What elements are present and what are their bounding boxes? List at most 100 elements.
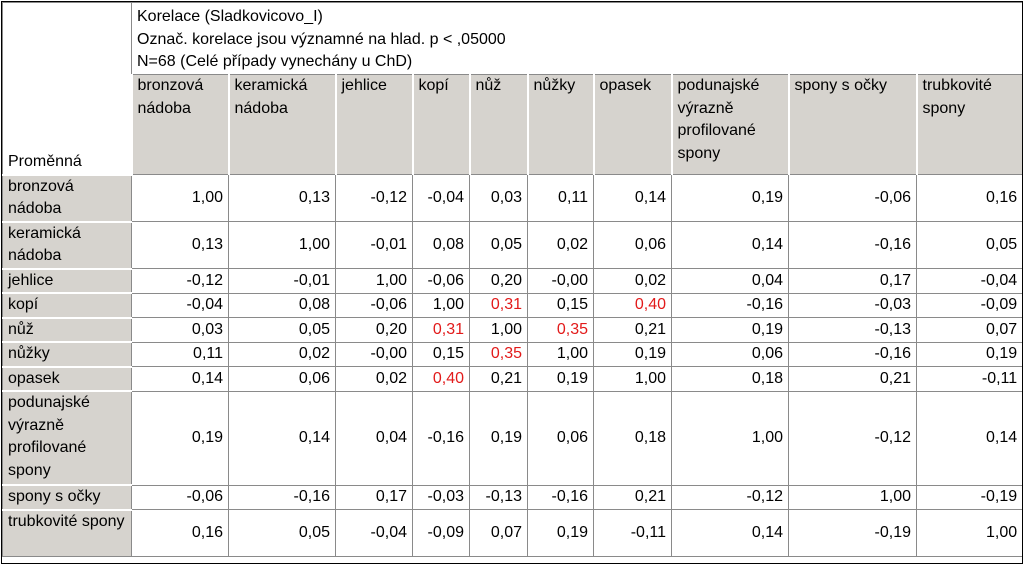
correlation-cell: 0,02 bbox=[527, 221, 594, 269]
correlation-cell: -0,16 bbox=[412, 390, 470, 486]
correlation-cell: 0,19 bbox=[593, 341, 672, 367]
correlation-cell: 0,14 bbox=[671, 509, 789, 557]
correlation-cell: 0,04 bbox=[335, 390, 413, 486]
table-row: nůžky 0,11 0,02 -0,00 0,15 0,35 1,00 0,19 0,06 -0… bbox=[2, 341, 1024, 367]
correlation-cell: 0,16 bbox=[131, 509, 229, 557]
correlation-cell: 0,07 bbox=[915, 317, 1024, 343]
significant-correlation-cell: 0,40 bbox=[593, 292, 672, 318]
correlation-cell: -0,19 bbox=[915, 484, 1024, 510]
correlation-cell: 0,19 bbox=[469, 390, 528, 486]
significant-correlation-cell: 0,31 bbox=[412, 317, 470, 343]
correlation-cell: 0,03 bbox=[469, 174, 528, 222]
correlation-cell: -0,03 bbox=[412, 484, 470, 510]
correlation-cell: 0,19 bbox=[915, 341, 1024, 367]
correlation-cell: -0,06 bbox=[335, 292, 413, 318]
correlation-cell: 1,00 bbox=[671, 390, 789, 486]
correlation-cell: -0,12 bbox=[671, 484, 789, 510]
correlation-cell: 0,11 bbox=[131, 341, 229, 367]
row-header: keramická nádoba bbox=[2, 220, 132, 269]
correlation-cell: 0,14 bbox=[593, 174, 672, 222]
table-row: jehlice -0,12 -0,01 1,00 -0,06 0,20 -0,00 0,02 0… bbox=[2, 267, 1024, 294]
correlation-cell: 0,05 bbox=[228, 317, 336, 343]
correlation-cell: 0,02 bbox=[335, 366, 413, 392]
correlation-cell: -0,04 bbox=[335, 509, 413, 557]
correlation-cell: -0,04 bbox=[412, 174, 470, 222]
correlation-cell: 0,19 bbox=[131, 390, 229, 486]
correlation-cell: 0,14 bbox=[131, 366, 229, 392]
correlation-cell: 0,21 bbox=[788, 366, 917, 392]
row-header: opasek bbox=[2, 365, 132, 392]
correlation-cell: 0,08 bbox=[412, 221, 470, 269]
correlation-cell: -0,06 bbox=[131, 484, 229, 510]
significant-correlation-cell: 0,35 bbox=[469, 341, 528, 367]
column-header: jehlice bbox=[334, 74, 413, 175]
info-row: Proměnná Korelace (Sladkovicovo_I) Označ… bbox=[2, 2, 1024, 175]
correlation-cell: 0,21 bbox=[469, 366, 528, 392]
correlation-cell: -0,12 bbox=[788, 390, 917, 486]
column-header-row: bronzová nádoba keramická nádoba jehlice ko… bbox=[3, 74, 1024, 175]
correlation-cell: 0,11 bbox=[527, 174, 594, 222]
correlation-cell: -0,12 bbox=[131, 268, 229, 294]
correlation-cell: 0,08 bbox=[228, 292, 336, 318]
correlation-cell: 0,07 bbox=[469, 509, 528, 557]
correlation-cell: -0,01 bbox=[335, 221, 413, 269]
correlation-cell: -0,06 bbox=[788, 174, 917, 222]
correlation-cell: -0,16 bbox=[788, 341, 917, 367]
correlation-cell: -0,19 bbox=[788, 509, 917, 557]
correlation-cell: -0,16 bbox=[228, 484, 336, 510]
row-header: jehlice bbox=[2, 267, 132, 294]
correlation-cell: -0,16 bbox=[788, 221, 917, 269]
row-header: kopí bbox=[2, 292, 132, 318]
correlation-cell: -0,13 bbox=[788, 317, 917, 343]
correlation-cell: -0,00 bbox=[335, 341, 413, 367]
table-info: Korelace (Sladkovicovo_I) Označ. korelac… bbox=[130, 2, 1024, 75]
correlation-cell: -0,09 bbox=[915, 292, 1024, 318]
correlation-cell: 0,21 bbox=[593, 317, 672, 343]
correlation-cell: -0,04 bbox=[131, 292, 229, 318]
sample-size-note: N=68 (Celé případy vynechány u ChD) bbox=[137, 53, 413, 70]
table-row: kopí -0,04 0,08 -0,06 1,00 0,31 0,15 0,40 -0,16-… bbox=[2, 292, 1024, 318]
correlation-cell: 1,00 bbox=[412, 292, 470, 318]
column-header: spony s očky bbox=[787, 74, 917, 175]
correlation-cell: 0,20 bbox=[469, 268, 528, 294]
row-header: nůžky bbox=[2, 341, 132, 367]
significant-correlation-cell: 0,31 bbox=[469, 292, 528, 318]
correlation-cell: 1,00 bbox=[469, 317, 528, 343]
correlation-cell: 0,13 bbox=[228, 174, 336, 222]
table-title: Korelace (Sladkovicovo_I) bbox=[137, 8, 323, 25]
correlation-cell: 0,05 bbox=[228, 509, 336, 557]
significance-note: Označ. korelace jsou významné na hlad. p… bbox=[137, 30, 506, 48]
correlation-cell: 0,21 bbox=[593, 484, 672, 510]
correlation-cell: 0,02 bbox=[228, 341, 336, 367]
correlation-cell: 0,14 bbox=[228, 390, 336, 486]
correlation-cell: -0,09 bbox=[412, 509, 470, 557]
correlation-cell: 0,18 bbox=[593, 390, 672, 486]
correlation-cell: 1,00 bbox=[915, 509, 1024, 557]
table-row: bronzová nádoba 1,00 0,13 -0,12 -0,04 0,03 0,1… bbox=[2, 173, 1024, 222]
column-header: nůž bbox=[468, 74, 528, 175]
correlation-cell: 0,06 bbox=[228, 366, 336, 392]
correlation-cell: -0,16 bbox=[527, 484, 594, 510]
column-header: opasek bbox=[592, 74, 672, 175]
column-header: trubkovité spony bbox=[915, 74, 1024, 175]
correlation-cell: 1,00 bbox=[527, 341, 594, 367]
correlation-cell: -0,03 bbox=[788, 292, 917, 318]
correlation-cell: 0,06 bbox=[593, 221, 672, 269]
correlation-cell: 0,13 bbox=[131, 221, 229, 269]
correlation-cell: 1,00 bbox=[335, 268, 413, 294]
correlation-cell: 0,06 bbox=[671, 341, 789, 367]
correlation-cell: 1,00 bbox=[228, 221, 336, 269]
row-header: nůž bbox=[2, 316, 132, 343]
significant-correlation-cell: 0,40 bbox=[412, 366, 470, 392]
correlation-cell: -0,11 bbox=[593, 509, 672, 557]
column-header: kopí bbox=[411, 74, 470, 175]
correlation-cell: 0,06 bbox=[527, 390, 594, 486]
correlation-cell: -0,04 bbox=[915, 268, 1024, 294]
table-row: opasek 0,14 0,06 0,02 0,40 0,21 0,19 1,00 0,18 0,… bbox=[2, 365, 1024, 392]
correlation-cell: 0,16 bbox=[915, 174, 1024, 222]
correlation-cell: -0,16 bbox=[671, 292, 789, 318]
significant-correlation-cell: 0,35 bbox=[527, 317, 594, 343]
correlation-cell: 0,19 bbox=[527, 366, 594, 392]
column-header: bronzová nádoba bbox=[130, 74, 229, 175]
